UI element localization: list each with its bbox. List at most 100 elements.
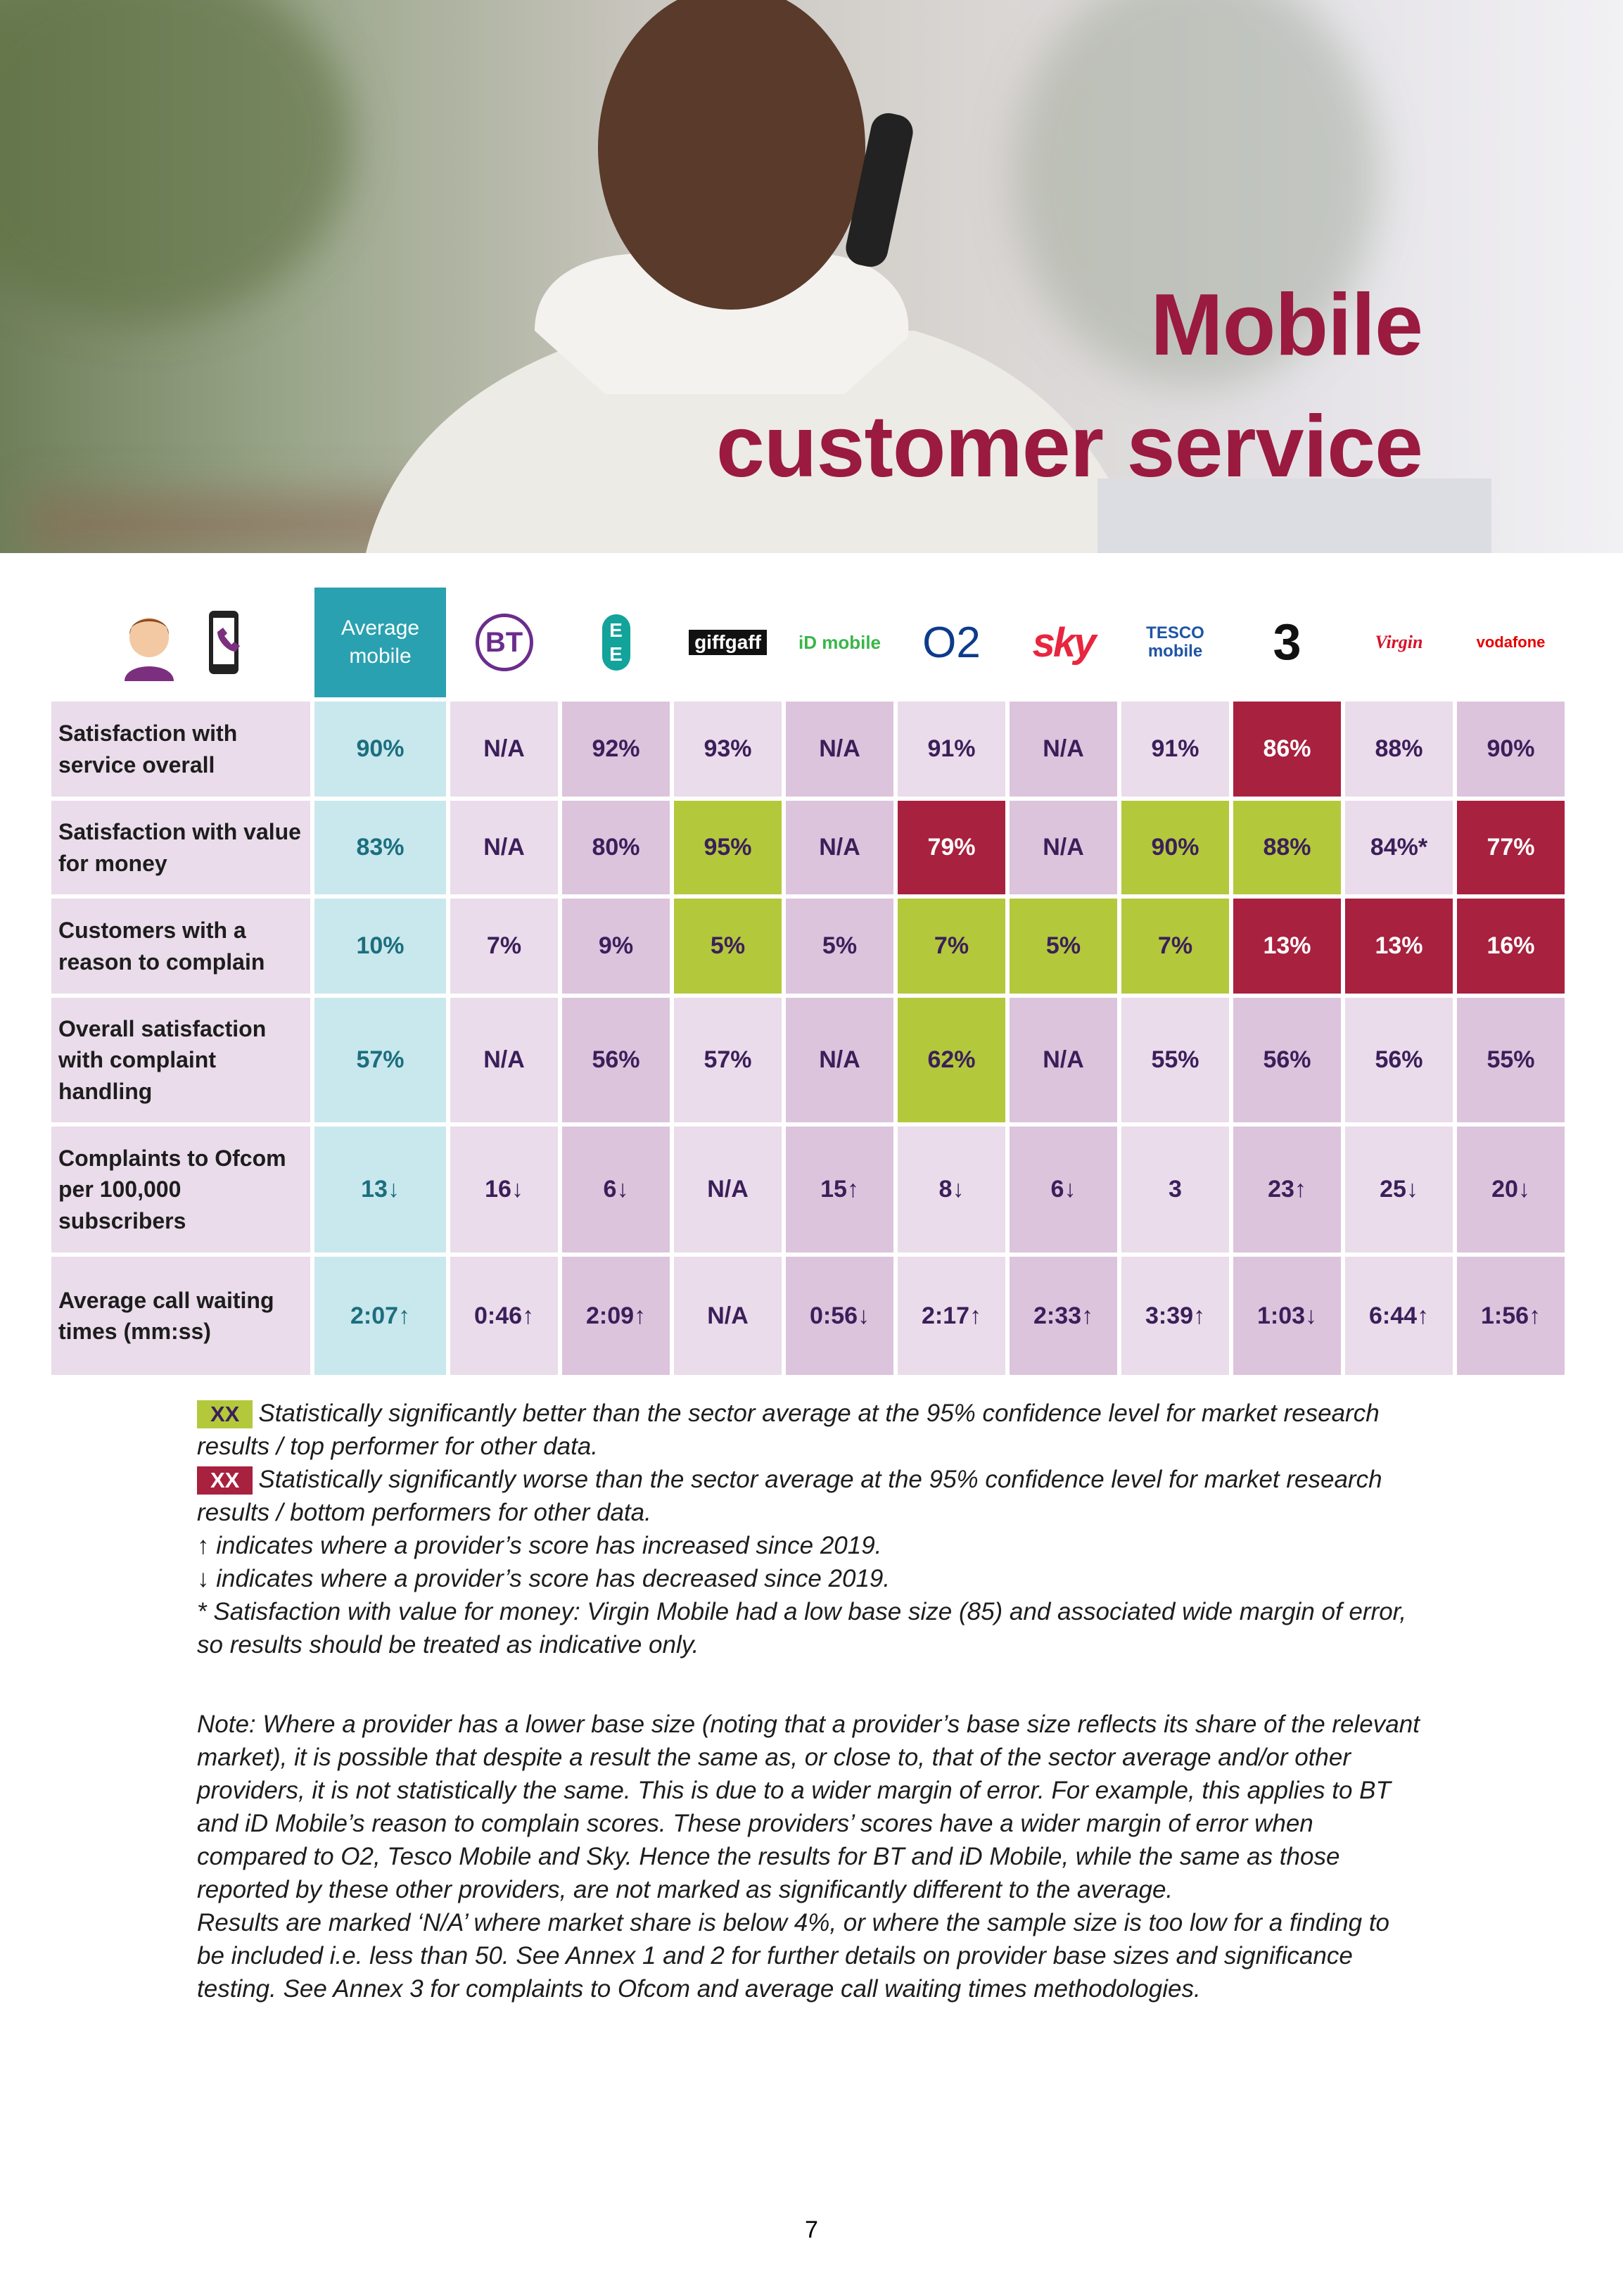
provider-logo: E E	[602, 614, 630, 671]
table-cell: 0:56↓	[786, 1257, 893, 1375]
title-line: Mobile	[1150, 277, 1423, 374]
provider-logo-cell: E E	[562, 588, 670, 697]
table-cell: 90%	[314, 702, 446, 797]
table-cell: 3	[1121, 1127, 1229, 1252]
legend-text: Statistically significantly better than …	[197, 1400, 1380, 1460]
legend-text: ↑ indicates where a provider’s score has…	[197, 1532, 882, 1559]
table-cell: N/A	[674, 1127, 782, 1252]
provider-logo-cell: iD mobile	[786, 588, 893, 697]
table-cell: 80%	[562, 801, 670, 894]
table-cell: 55%	[1121, 998, 1229, 1122]
table-cell: 2:09↑	[562, 1257, 670, 1375]
provider-logo-cell: giffgaff	[674, 588, 782, 697]
table-cell: 5%	[1010, 899, 1117, 994]
provider-logo: 3	[1273, 614, 1301, 671]
table-cell: 57%	[314, 998, 446, 1122]
table-cell: 93%	[674, 702, 782, 797]
table-cell: 5%	[674, 899, 782, 994]
provider-logo: TESCO mobile	[1146, 623, 1204, 661]
legend-item: XX Statistically significantly worse than…	[197, 1463, 1421, 1529]
table-cell: N/A	[450, 801, 558, 894]
row-label: Satisfaction with value for money	[51, 801, 310, 894]
table-cell: N/A	[450, 702, 558, 797]
row-label: Average call waiting times (mm:ss)	[51, 1257, 310, 1375]
note-paragraph: Note: Where a provider has a lower base …	[197, 1711, 1420, 1903]
table-cell: N/A	[450, 998, 558, 1122]
table-cell: 77%	[1457, 801, 1565, 894]
table-cell: 8↓	[898, 1127, 1005, 1252]
row-label: Customers with a reason to complain	[51, 899, 310, 994]
legend-text: Statistically significantly worse than t…	[197, 1466, 1382, 1526]
table-cell: N/A	[786, 801, 893, 894]
row-label: Complaints to Ofcom per 100,000 subscrib…	[51, 1127, 310, 1252]
table-cell: 2:07↑	[314, 1257, 446, 1375]
table-cell: 7%	[1121, 899, 1229, 994]
table-cell: 2:17↑	[898, 1257, 1005, 1375]
column-header: Average mobile	[314, 588, 446, 697]
table-cell: 7%	[450, 899, 558, 994]
provider-logo-cell: Virgin	[1345, 588, 1453, 697]
agent-phone-icon	[125, 611, 240, 681]
table-cell: 16%	[1457, 899, 1565, 994]
table-cell: 16↓	[450, 1127, 558, 1252]
table-cell: 6:44↑	[1345, 1257, 1453, 1375]
table-cell: 62%	[898, 998, 1005, 1122]
legend-swatch: XX	[197, 1466, 253, 1495]
table-cell: 86%	[1233, 702, 1341, 797]
legend-item: * Satisfaction with value for money: Vir…	[197, 1595, 1421, 1661]
table-cell: 92%	[562, 702, 670, 797]
table-cell: 13%	[1345, 899, 1453, 994]
table-cell: 25↓	[1345, 1127, 1453, 1252]
table-cell: 57%	[674, 998, 782, 1122]
provider-logo: sky	[1032, 619, 1097, 666]
table-cell: 10%	[314, 899, 446, 994]
provider-logo: Virgin	[1375, 632, 1423, 652]
table-cell: 0:46↑	[450, 1257, 558, 1375]
table-cell: 91%	[898, 702, 1005, 797]
table-cell: 88%	[1233, 801, 1341, 894]
table-cell: 91%	[1121, 702, 1229, 797]
table-cell: N/A	[1010, 801, 1117, 894]
provider-logo-cell: 3	[1233, 588, 1341, 697]
provider-logo-cell: TESCO mobile	[1121, 588, 1229, 697]
table-cell: N/A	[786, 702, 893, 797]
table-cell: 2:33↑	[1010, 1257, 1117, 1375]
legend-text: ↓ indicates where a provider’s score has…	[197, 1565, 891, 1592]
table-cell: 6↓	[562, 1127, 670, 1252]
note-paragraph: Results are marked ‘N/A’ where market sh…	[197, 1909, 1390, 2003]
provider-logo: BT	[475, 614, 533, 671]
legend-item: XX Statistically significantly better tha…	[197, 1397, 1421, 1463]
table-cell: 6↓	[1010, 1127, 1117, 1252]
table-cell: N/A	[1010, 702, 1117, 797]
provider-logo: vodafone	[1476, 633, 1546, 651]
provider-logo: O2	[922, 618, 981, 667]
table-cell: 1:03↓	[1233, 1257, 1341, 1375]
table-cell: 15↑	[786, 1127, 893, 1252]
legend-item: ↑ indicates where a provider’s score has…	[197, 1529, 1421, 1562]
table-cell: 56%	[1345, 998, 1453, 1122]
table-cell: 84%*	[1345, 801, 1453, 894]
provider-logo-cell: sky	[1010, 588, 1117, 697]
table-cell: 7%	[898, 899, 1005, 994]
table-cell: 83%	[314, 801, 446, 894]
table-cell: 56%	[562, 998, 670, 1122]
table-cell: 20↓	[1457, 1127, 1565, 1252]
page-number: 7	[805, 2216, 818, 2243]
photo-illustration	[0, 0, 1491, 553]
table-cell: 90%	[1457, 702, 1565, 797]
table-cell: 13%	[1233, 899, 1341, 994]
provider-logo-cell: O2	[898, 588, 1005, 697]
table-cell: N/A	[1010, 998, 1117, 1122]
table-cell: 1:56↑	[1457, 1257, 1565, 1375]
header-icon-cell	[51, 588, 310, 697]
table-cell: N/A	[674, 1257, 782, 1375]
row-label: Overall satisfaction with complaint hand…	[51, 998, 310, 1122]
provider-logo: giffgaff	[689, 630, 767, 655]
table-cell: 56%	[1233, 998, 1341, 1122]
hero-photo: Mobile customer service	[0, 0, 1623, 553]
title-line: customer service	[715, 398, 1423, 495]
provider-logo: iD mobile	[798, 631, 881, 653]
comparison-table: Average mobile BT E E giffgaff iD mobile O2 sk…	[51, 588, 1569, 1375]
table-cell: 79%	[898, 801, 1005, 894]
table-cell: 55%	[1457, 998, 1565, 1122]
